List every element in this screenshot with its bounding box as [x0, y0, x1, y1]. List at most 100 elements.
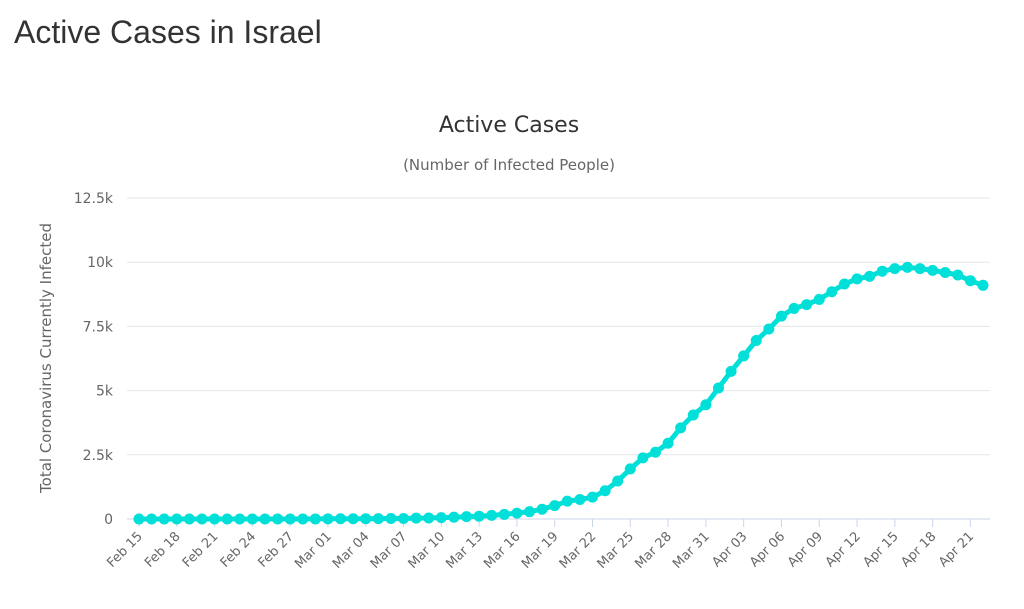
data-point[interactable]	[838, 278, 850, 290]
data-point[interactable]	[171, 513, 183, 525]
chart-title: Active Cases	[439, 113, 579, 138]
data-point[interactable]	[385, 513, 397, 525]
data-point[interactable]	[398, 512, 410, 524]
data-point[interactable]	[322, 513, 334, 525]
data-point[interactable]	[549, 500, 561, 512]
data-point[interactable]	[612, 475, 624, 487]
data-point[interactable]	[876, 265, 888, 277]
data-point[interactable]	[448, 511, 460, 523]
data-point[interactable]	[410, 512, 422, 524]
data-point[interactable]	[435, 512, 447, 524]
data-point[interactable]	[461, 511, 473, 523]
x-tick-label: Apr 06	[747, 529, 788, 570]
data-point[interactable]	[738, 350, 750, 362]
data-point[interactable]	[826, 286, 838, 298]
data-point[interactable]	[498, 508, 510, 520]
data-point[interactable]	[272, 513, 284, 525]
data-point[interactable]	[259, 513, 271, 525]
chart-subtitle: (Number of Infected People)	[403, 156, 615, 174]
data-point[interactable]	[624, 463, 636, 475]
data-point[interactable]	[473, 510, 485, 522]
data-point[interactable]	[586, 491, 598, 503]
data-point[interactable]	[763, 323, 775, 335]
data-point[interactable]	[977, 279, 989, 291]
x-tick-label: Apr 18	[898, 529, 939, 570]
data-point[interactable]	[209, 513, 221, 525]
data-point[interactable]	[775, 310, 787, 322]
y-tick-label: 12.5k	[74, 191, 114, 207]
x-tick-label: Apr 09	[785, 529, 826, 570]
data-point[interactable]	[864, 270, 876, 282]
x-tick-label: Feb 15	[104, 529, 146, 571]
data-point[interactable]	[725, 365, 737, 377]
x-tick-label: Apr 15	[861, 529, 902, 570]
data-point[interactable]	[297, 513, 309, 525]
x-tick-label: Mar 22	[557, 529, 600, 572]
data-point[interactable]	[372, 513, 384, 525]
data-point[interactable]	[813, 293, 825, 305]
x-tick-label: Feb 18	[142, 529, 184, 571]
x-tick-label: Feb 27	[255, 529, 297, 571]
x-tick-label: Mar 31	[670, 529, 713, 572]
data-point[interactable]	[309, 513, 321, 525]
data-point[interactable]	[196, 513, 208, 525]
data-point[interactable]	[964, 275, 976, 287]
data-point[interactable]	[511, 507, 523, 519]
data-point[interactable]	[360, 513, 372, 525]
data-point[interactable]	[599, 485, 611, 497]
data-point[interactable]	[146, 513, 158, 525]
data-point[interactable]	[700, 399, 712, 411]
data-point[interactable]	[750, 335, 762, 347]
data-point[interactable]	[486, 509, 498, 521]
data-point[interactable]	[712, 382, 724, 394]
y-axis-label: Total Coronavirus Currently Infected	[37, 223, 55, 494]
data-point[interactable]	[561, 495, 573, 507]
x-tick-label: Apr 03	[709, 529, 750, 570]
data-point[interactable]	[927, 264, 939, 276]
x-tick-label: Feb 24	[218, 529, 260, 571]
data-point[interactable]	[347, 513, 359, 525]
x-tick-label: Mar 19	[519, 529, 562, 572]
data-point[interactable]	[662, 437, 674, 449]
y-tick-label: 7.5k	[83, 319, 114, 335]
x-tick-label: Mar 16	[481, 529, 524, 572]
data-point[interactable]	[246, 513, 258, 525]
x-tick-label: Mar 25	[595, 529, 638, 572]
data-point[interactable]	[637, 452, 649, 464]
x-tick-label: Mar 07	[368, 529, 411, 572]
data-point[interactable]	[788, 302, 800, 314]
data-point[interactable]	[574, 493, 586, 505]
data-point[interactable]	[183, 513, 195, 525]
x-tick-label: Mar 10	[406, 529, 449, 572]
data-point[interactable]	[133, 513, 145, 525]
data-point[interactable]	[284, 513, 296, 525]
x-tick-label: Mar 13	[443, 529, 486, 572]
data-point[interactable]	[952, 269, 964, 281]
y-tick-label: 2.5k	[83, 448, 114, 464]
data-point[interactable]	[851, 273, 863, 285]
data-point[interactable]	[901, 261, 913, 273]
x-tick-label: Mar 04	[330, 529, 373, 572]
data-point[interactable]	[687, 409, 699, 421]
data-point[interactable]	[939, 266, 951, 278]
data-point[interactable]	[801, 299, 813, 311]
data-point[interactable]	[914, 263, 926, 275]
series-line	[136, 264, 986, 522]
data-point[interactable]	[221, 513, 233, 525]
data-point[interactable]	[889, 263, 901, 275]
x-tick-label: Mar 28	[632, 529, 675, 572]
data-point[interactable]	[536, 503, 548, 515]
x-tick-label: Apr 21	[936, 529, 977, 570]
data-point[interactable]	[423, 512, 435, 524]
data-point[interactable]	[675, 422, 687, 434]
x-tick-label: Mar 01	[292, 529, 335, 572]
data-point[interactable]	[234, 513, 246, 525]
y-tick-label: 10k	[87, 255, 114, 271]
data-point[interactable]	[524, 506, 536, 518]
data-point[interactable]	[649, 446, 661, 458]
x-tick-label: Apr 12	[823, 529, 864, 570]
grid-layer	[127, 197, 990, 520]
data-point[interactable]	[335, 513, 347, 525]
data-point[interactable]	[158, 513, 170, 525]
